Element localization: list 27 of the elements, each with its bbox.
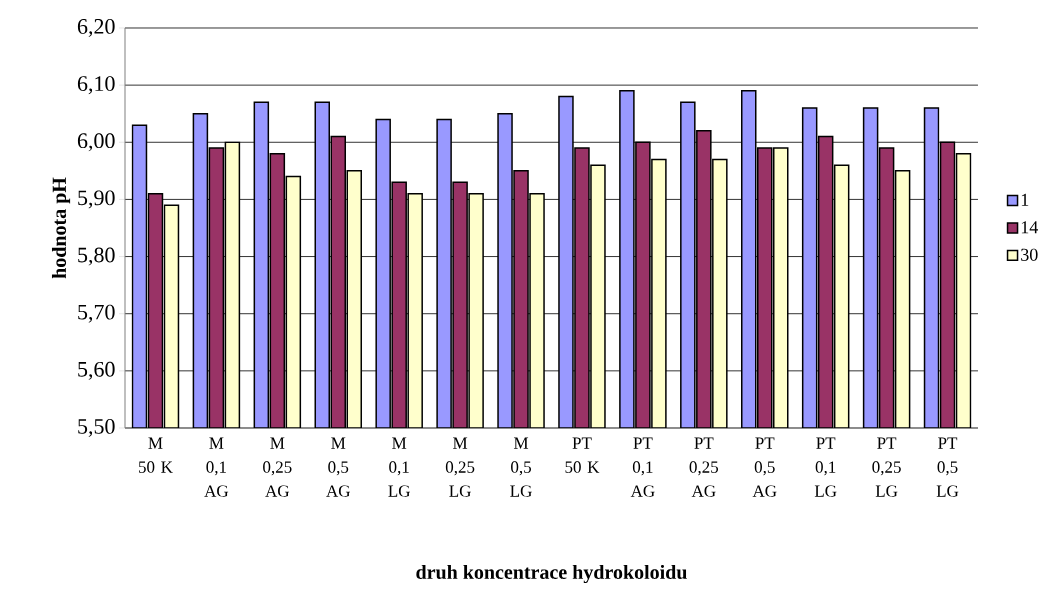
x-tick-label: PT 0,1 LG bbox=[814, 437, 837, 497]
x-tick-label: M 0,5 AG bbox=[326, 437, 350, 497]
legend-label: 1 bbox=[1021, 193, 1029, 206]
x-tick-label: PT 0,25 AG bbox=[689, 437, 719, 497]
x-tick-label: M 0,1 AG bbox=[204, 437, 229, 497]
y-tick-label: 6,20 bbox=[77, 18, 115, 37]
y-tick-label: 5,70 bbox=[78, 304, 115, 323]
x-tick-label: M 50 K bbox=[138, 437, 173, 473]
y-tick-label: 5,50 bbox=[78, 418, 115, 437]
x-tick-label: PT 0,25 LG bbox=[872, 437, 901, 497]
x-axis-title: druh koncentrace hydrokoloidu bbox=[416, 564, 687, 584]
y-tick-label: 5,90 bbox=[78, 190, 115, 209]
x-tick-label: M 0,25 AG bbox=[263, 437, 292, 497]
y-axis-title: hodnota pH bbox=[51, 177, 71, 279]
x-tick-label: PT 0,1 AG bbox=[630, 437, 655, 497]
x-tick-label: M 0,25 LG bbox=[445, 437, 475, 497]
x-tick-label: M 0,5 LG bbox=[510, 437, 532, 497]
x-tick-label: M 0,1 LG bbox=[388, 437, 410, 497]
legend-label: 30 bbox=[1021, 248, 1038, 261]
y-tick-label: 6,10 bbox=[77, 76, 115, 95]
y-tick-label: 6,00 bbox=[77, 133, 115, 152]
legend-label: 14 bbox=[1021, 221, 1039, 234]
y-tick-label: 5,80 bbox=[78, 247, 115, 266]
x-tick-label: PT 0,5 LG bbox=[936, 437, 959, 497]
x-tick-label: PT 0,5 AG bbox=[752, 437, 777, 497]
y-tick-label: 5,60 bbox=[78, 361, 115, 380]
x-tick-label: PT 50 K bbox=[565, 437, 600, 473]
